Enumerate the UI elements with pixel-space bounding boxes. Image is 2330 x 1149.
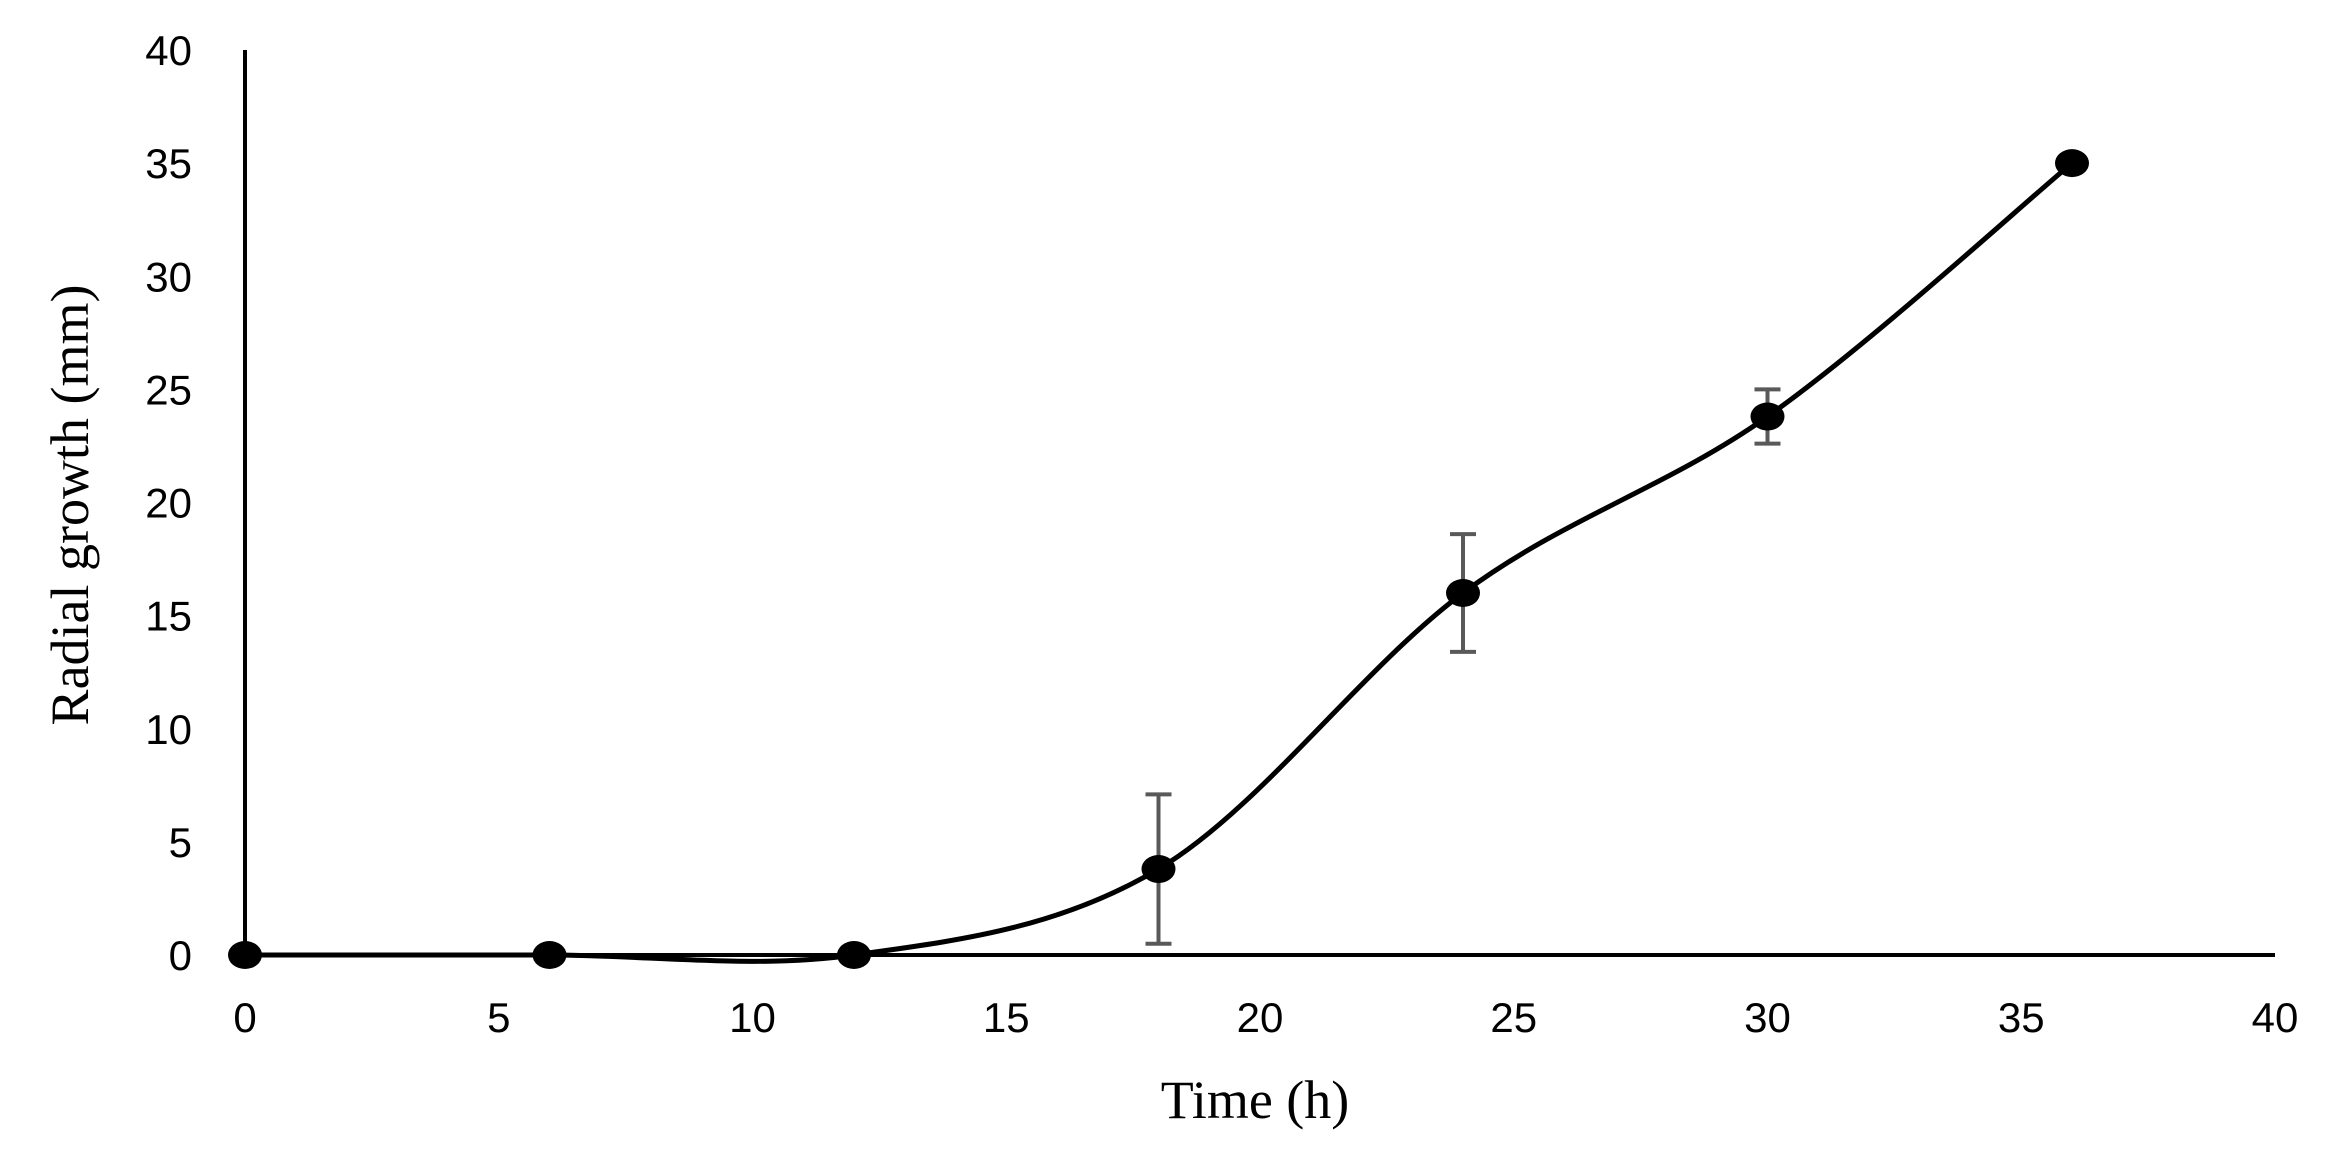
x-tick-label: 30 [1744,994,1791,1041]
data-markers [228,149,2089,969]
x-tick-label: 35 [1998,994,2045,1041]
data-point [837,941,871,969]
data-point [228,941,262,969]
data-point [532,941,567,969]
data-point [1750,402,1785,431]
y-tick-label: 20 [145,480,192,527]
x-axis-ticks: 0 5 10 15 20 25 30 35 40 [233,994,2298,1041]
x-tick-label: 0 [233,994,256,1041]
y-tick-label: 40 [145,27,192,74]
y-tick-label: 10 [145,706,192,753]
x-tick-label: 25 [1490,994,1537,1041]
data-point [1446,579,1480,607]
y-tick-label: 15 [145,593,192,640]
y-tick-label: 35 [145,140,192,187]
x-tick-label: 10 [729,994,776,1041]
x-tick-label: 20 [1237,994,1284,1041]
data-point [2055,149,2089,178]
y-tick-label: 5 [169,819,192,866]
y-axis-title: Radial growth (mm) [40,285,100,726]
data-point [1141,855,1176,884]
x-axis-title: Time (h) [1161,1070,1350,1130]
y-tick-label: 30 [145,253,192,300]
y-tick-label: 0 [169,932,192,979]
y-axis-ticks: 0 5 10 15 20 25 30 35 40 [145,27,192,979]
y-tick-label: 25 [145,366,192,413]
x-tick-label: 5 [487,994,510,1041]
x-tick-label: 40 [2252,994,2299,1041]
error-bars [1145,387,1781,946]
x-tick-label: 15 [983,994,1030,1041]
